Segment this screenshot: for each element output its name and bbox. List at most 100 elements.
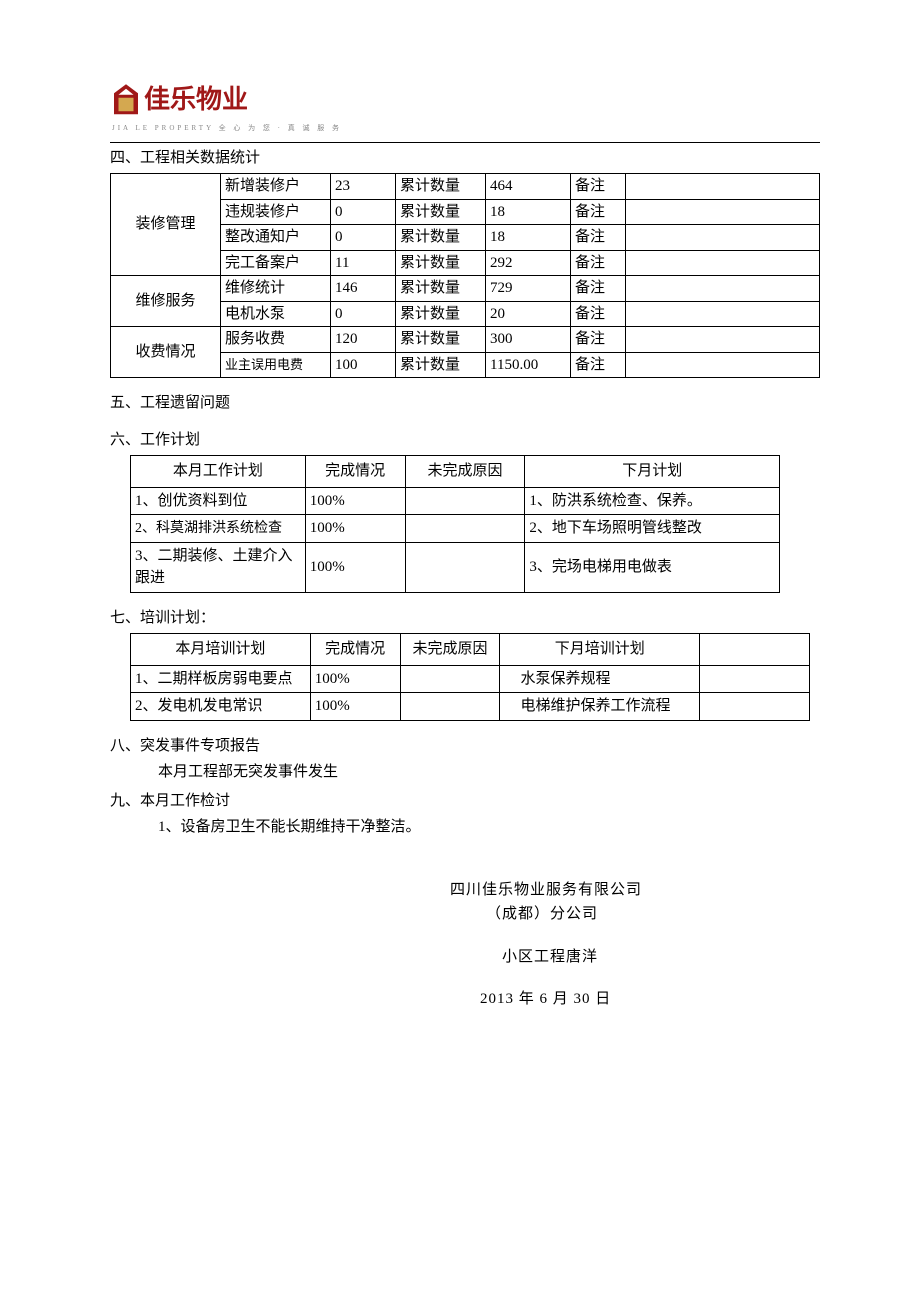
table-cell: 2、发电机发电常识 — [131, 693, 311, 721]
sig-date: 2013 年 6 月 30 日 — [450, 988, 820, 1011]
table-cell: 3、完场电梯用电做表 — [525, 542, 780, 592]
section9-body: 1、设备房卫生不能长期维持干净整洁。 — [110, 816, 820, 839]
table-cell — [626, 301, 820, 327]
table-cell: 292 — [486, 250, 571, 276]
table-header: 未完成原因 — [400, 634, 500, 666]
table-cell: 1、创优资料到位 — [131, 487, 306, 515]
section4-title: 四、工程相关数据统计 — [110, 147, 820, 170]
table-category-cell: 维修服务 — [111, 276, 221, 327]
table-header: 本月培训计划 — [131, 634, 311, 666]
section8-body: 本月工程部无突发事件发生 — [110, 761, 820, 784]
table-cell: 100% — [305, 515, 405, 543]
section5-title: 五、工程遗留问题 — [110, 392, 820, 415]
table-cell: 累计数量 — [396, 327, 486, 353]
table-header: 完成情况 — [310, 634, 400, 666]
table-cell: 累计数量 — [396, 301, 486, 327]
table-cell: 累计数量 — [396, 225, 486, 251]
table-cell: 维修统计 — [221, 276, 331, 302]
table-cell: 0 — [331, 199, 396, 225]
table-cell: 累计数量 — [396, 199, 486, 225]
table-cell: 1、防洪系统检查、保养。 — [525, 487, 780, 515]
header-rule — [110, 142, 820, 143]
table-cell: 18 — [486, 199, 571, 225]
table-cell: 电梯维护保养工作流程 — [500, 693, 700, 721]
table-cell: 1150.00 — [486, 352, 571, 378]
table-cell: 备注 — [571, 352, 626, 378]
table-cell: 1、二期样板房弱电要点 — [131, 665, 311, 693]
table-cell: 整改通知户 — [221, 225, 331, 251]
table-cell: 备注 — [571, 250, 626, 276]
table-cell: 水泵保养规程 — [500, 665, 700, 693]
table-cell — [626, 352, 820, 378]
table-cell: 备注 — [571, 276, 626, 302]
table-cell — [400, 665, 500, 693]
logo-icon — [110, 82, 142, 118]
table-cell — [626, 174, 820, 200]
table-cell: 违规装修户 — [221, 199, 331, 225]
table-cell: 100% — [305, 487, 405, 515]
training-plan-table: 本月培训计划完成情况未完成原因下月培训计划 1、二期样板房弱电要点100% 水泵保养… — [130, 633, 810, 721]
table-header — [700, 634, 810, 666]
table-cell: 100% — [310, 693, 400, 721]
table-cell: 2、地下车场照明管线整改 — [525, 515, 780, 543]
table-cell: 300 — [486, 327, 571, 353]
table-cell: 3、二期装修、土建介入跟进 — [131, 542, 306, 592]
table-cell: 464 — [486, 174, 571, 200]
table-cell: 业主误用电费 — [221, 352, 331, 378]
sig-branch: （成都）分公司 — [450, 903, 820, 926]
table-cell — [626, 250, 820, 276]
logo-header: 佳乐物业 JIA LE PROPERTY 全 心 为 您 · 真 诚 服 务 — [110, 80, 820, 134]
table-cell: 完工备案户 — [221, 250, 331, 276]
section6-title: 六、工作计划 — [110, 429, 820, 452]
table-cell — [405, 515, 525, 543]
table-cell — [626, 225, 820, 251]
table-cell: 服务收费 — [221, 327, 331, 353]
table-cell: 备注 — [571, 327, 626, 353]
table-cell — [626, 199, 820, 225]
table-cell — [400, 693, 500, 721]
table-cell — [405, 487, 525, 515]
section8-title: 八、突发事件专项报告 — [110, 735, 820, 758]
section9-title: 九、本月工作检讨 — [110, 790, 820, 813]
table-category-cell: 装修管理 — [111, 174, 221, 276]
table-cell: 累计数量 — [396, 276, 486, 302]
section7-title: 七、培训计划： — [110, 607, 820, 630]
table-cell: 0 — [331, 225, 396, 251]
table-header: 下月计划 — [525, 456, 780, 488]
table-cell: 18 — [486, 225, 571, 251]
table-cell — [405, 542, 525, 592]
table-header: 本月工作计划 — [131, 456, 306, 488]
table-header: 未完成原因 — [405, 456, 525, 488]
table-cell: 729 — [486, 276, 571, 302]
sig-company: 四川佳乐物业服务有限公司 — [450, 879, 820, 902]
stats-table: 装修管理新增装修户23累计数量464备注违规装修户0累计数量18备注整改通知户0… — [110, 173, 820, 378]
table-cell: 20 — [486, 301, 571, 327]
table-cell: 电机水泵 — [221, 301, 331, 327]
table-header: 下月培训计划 — [500, 634, 700, 666]
table-cell — [626, 276, 820, 302]
table-cell — [626, 327, 820, 353]
table-cell: 120 — [331, 327, 396, 353]
table-cell — [700, 693, 810, 721]
table-cell: 备注 — [571, 225, 626, 251]
table-cell: 100% — [310, 665, 400, 693]
work-plan-table: 本月工作计划完成情况未完成原因下月计划1、创优资料到位100%1、防洪系统检查、… — [130, 455, 780, 593]
table-cell: 100% — [305, 542, 405, 592]
table-cell: 累计数量 — [396, 250, 486, 276]
table-cell: 2、科莫湖排洪系统检查 — [131, 515, 306, 543]
table-cell — [700, 665, 810, 693]
table-header: 完成情况 — [305, 456, 405, 488]
logo-subtitle: JIA LE PROPERTY 全 心 为 您 · 真 诚 服 务 — [110, 123, 820, 134]
table-cell: 新增装修户 — [221, 174, 331, 200]
sig-person: 小区工程唐洋 — [450, 946, 820, 969]
logo-text: 佳乐物业 — [144, 80, 248, 119]
table-category-cell: 收费情况 — [111, 327, 221, 378]
table-cell: 累计数量 — [396, 352, 486, 378]
table-cell: 146 — [331, 276, 396, 302]
table-cell: 备注 — [571, 199, 626, 225]
table-cell: 累计数量 — [396, 174, 486, 200]
signature-block: 四川佳乐物业服务有限公司 （成都）分公司 小区工程唐洋 2013 年 6 月 3… — [450, 879, 820, 1011]
table-cell: 23 — [331, 174, 396, 200]
table-cell: 备注 — [571, 174, 626, 200]
table-cell: 11 — [331, 250, 396, 276]
